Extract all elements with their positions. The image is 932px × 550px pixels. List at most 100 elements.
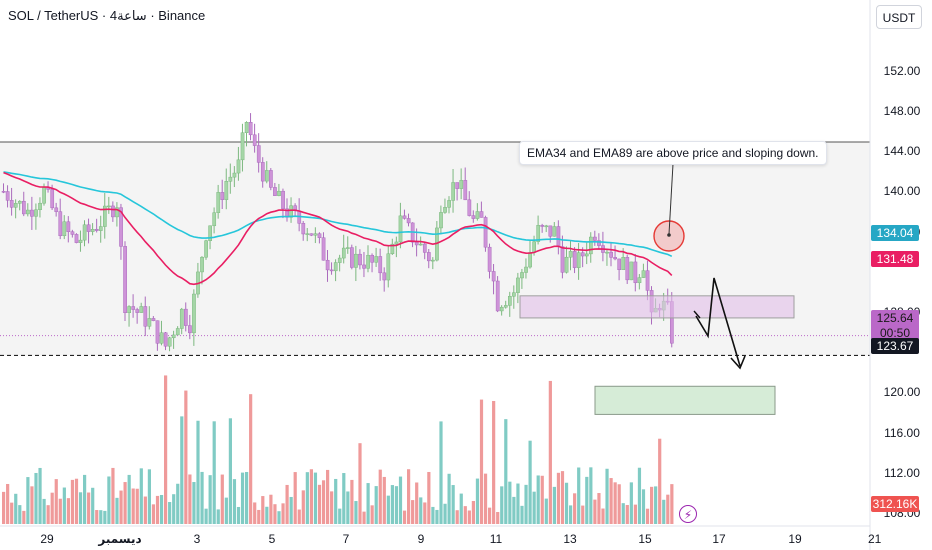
volume-bar	[342, 473, 346, 524]
candle	[552, 226, 557, 237]
projection-path	[695, 277, 741, 367]
volume-bar	[439, 421, 443, 524]
candle	[544, 225, 549, 228]
candle	[309, 233, 314, 236]
ema34-line	[3, 171, 673, 286]
volume-bar	[569, 505, 573, 524]
projection-arrowhead	[730, 355, 746, 370]
candle	[386, 253, 391, 281]
candle	[50, 189, 55, 209]
candle	[58, 211, 63, 237]
candle	[629, 261, 634, 281]
candle	[637, 277, 642, 284]
lightning-icon[interactable]: ⚡	[679, 505, 697, 523]
candle	[366, 254, 370, 269]
candle	[281, 190, 285, 210]
volume-bar	[253, 502, 257, 524]
currency-unit-button[interactable]: USDT	[876, 5, 922, 29]
candle	[341, 247, 346, 259]
candle	[605, 251, 609, 254]
candle	[370, 254, 374, 263]
symbol-title: SOL / TetherUS · 4ساعة · Binance	[8, 8, 206, 23]
volume-bar	[451, 485, 455, 524]
projection-start	[693, 310, 701, 319]
candle	[200, 256, 204, 273]
candle	[119, 207, 123, 247]
candle	[13, 203, 18, 208]
volume-bar	[232, 479, 237, 524]
candle	[175, 328, 180, 336]
volume-bar	[70, 479, 75, 524]
volume-bar	[74, 478, 79, 524]
ema34-price-tag: 131.48	[871, 251, 919, 267]
volume-bar	[18, 505, 22, 524]
candle	[42, 187, 46, 204]
volume-bar	[289, 496, 293, 524]
candle	[26, 209, 30, 215]
time-tick-label: 15	[638, 532, 652, 546]
volume-bar	[317, 484, 322, 524]
candle	[159, 332, 164, 344]
candle	[556, 226, 561, 247]
volume-bar	[508, 481, 512, 524]
volume-bar	[135, 488, 139, 524]
volume-bar	[261, 496, 265, 524]
volume-bar	[285, 484, 289, 524]
volume-bar	[91, 487, 95, 524]
volume-bar	[443, 503, 447, 524]
candle	[617, 258, 622, 270]
candle	[248, 122, 253, 136]
candle	[398, 215, 403, 243]
volume-bar	[670, 484, 674, 524]
range-background	[0, 142, 870, 356]
volume-bar	[459, 493, 463, 524]
volume-bar	[362, 511, 366, 524]
candle	[171, 334, 176, 339]
candle	[5, 191, 10, 201]
volume-bar	[431, 506, 435, 524]
candle	[516, 277, 520, 293]
volume-bar	[103, 510, 107, 524]
candle	[576, 252, 581, 268]
candle	[597, 240, 601, 246]
candle	[90, 228, 95, 232]
candle	[512, 292, 516, 297]
candle	[86, 224, 91, 232]
volume-bar	[220, 474, 224, 524]
volume-bar	[528, 440, 532, 524]
candle	[107, 205, 111, 208]
candle	[22, 200, 26, 215]
volume-bar	[143, 496, 147, 524]
volume-bar	[560, 471, 565, 524]
resistance-zone	[519, 295, 795, 319]
volume-bar	[544, 498, 548, 524]
ema-annotation[interactable]: EMA34 and EMA89 are above price and slop…	[519, 141, 827, 165]
time-tick-label: 11	[489, 532, 503, 546]
volume-bar	[504, 419, 508, 524]
candle	[131, 306, 136, 310]
candle	[427, 252, 431, 262]
candle	[204, 240, 208, 258]
candle	[439, 212, 443, 229]
candle	[256, 145, 261, 163]
volume-bar	[613, 482, 617, 524]
volume-bar	[350, 479, 354, 524]
volume-bar	[500, 486, 504, 524]
candle	[111, 205, 115, 218]
candle	[305, 233, 310, 235]
candle	[431, 259, 435, 262]
volume-bar	[427, 471, 431, 524]
volume-bar	[46, 505, 50, 524]
candle	[70, 231, 75, 235]
candle	[374, 256, 379, 263]
volume-bar	[650, 486, 654, 524]
volume-bar	[293, 472, 297, 524]
candle	[451, 182, 455, 201]
volume-bar	[597, 493, 601, 524]
candle	[568, 251, 573, 258]
candle	[378, 256, 383, 274]
candle	[34, 209, 38, 217]
volume-bar	[192, 482, 196, 524]
volume-bar	[402, 510, 407, 524]
